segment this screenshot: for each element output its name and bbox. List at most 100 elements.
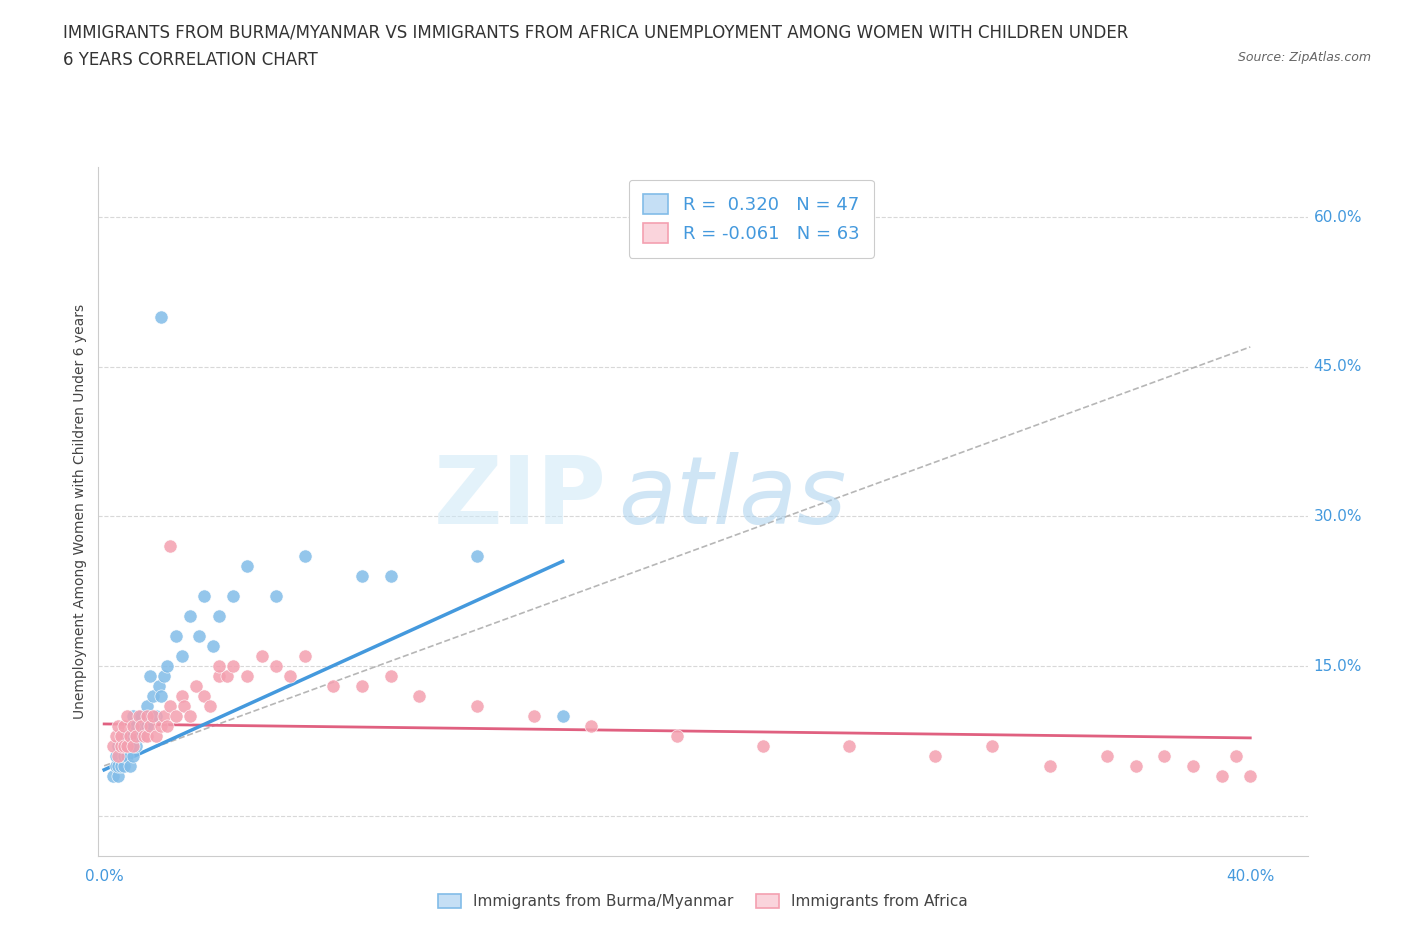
Point: [112, 738, 135, 753]
Point: [107, 749, 129, 764]
Point: [1095, 749, 1118, 764]
Point: [104, 728, 127, 743]
Point: [131, 719, 153, 734]
Point: [107, 738, 129, 753]
Text: 6 YEARS CORRELATION CHART: 6 YEARS CORRELATION CHART: [63, 51, 318, 69]
Point: [136, 709, 159, 724]
Text: 60.0%: 60.0%: [1313, 210, 1362, 225]
Point: [118, 758, 141, 773]
Point: [222, 658, 245, 673]
Point: [159, 539, 181, 554]
Text: atlas: atlas: [619, 452, 846, 543]
Point: [110, 738, 132, 753]
Point: [165, 709, 187, 724]
Point: [118, 728, 141, 743]
Point: [408, 688, 430, 703]
Point: [142, 688, 165, 703]
Point: [150, 719, 173, 734]
Point: [208, 609, 231, 624]
Point: [170, 688, 193, 703]
Point: [150, 310, 173, 325]
Y-axis label: Unemployment Among Women with Children Under 6 years: Unemployment Among Women with Children U…: [73, 304, 87, 719]
Point: [322, 679, 344, 694]
Text: ZIP: ZIP: [433, 452, 606, 544]
Point: [139, 719, 162, 734]
Point: [107, 719, 129, 734]
Point: [112, 758, 135, 773]
Point: [136, 728, 159, 743]
Point: [465, 698, 488, 713]
Point: [124, 728, 146, 743]
Point: [156, 719, 179, 734]
Point: [1239, 768, 1261, 783]
Point: [121, 719, 143, 734]
Point: [115, 738, 138, 753]
Point: [121, 749, 143, 764]
Text: 40.0%: 40.0%: [1226, 870, 1274, 884]
Point: [101, 738, 124, 753]
Point: [208, 658, 231, 673]
Point: [1211, 768, 1233, 783]
Point: [350, 679, 373, 694]
Point: [198, 698, 221, 713]
Point: [110, 738, 132, 753]
Point: [121, 738, 143, 753]
Point: [107, 768, 129, 783]
Point: [1153, 749, 1175, 764]
Point: [752, 738, 775, 753]
Point: [250, 649, 273, 664]
Point: [208, 669, 231, 684]
Point: [101, 768, 124, 783]
Point: [148, 679, 170, 694]
Point: [145, 728, 167, 743]
Point: [131, 709, 153, 724]
Point: [380, 669, 402, 684]
Point: [193, 589, 215, 604]
Point: [222, 589, 245, 604]
Point: [136, 698, 159, 713]
Point: [380, 569, 402, 584]
Point: [134, 728, 156, 743]
Point: [121, 709, 143, 724]
Point: [150, 688, 173, 703]
Point: [294, 549, 316, 564]
Point: [236, 559, 259, 574]
Point: [184, 679, 207, 694]
Text: Source: ZipAtlas.com: Source: ZipAtlas.com: [1237, 51, 1371, 64]
Point: [124, 738, 146, 753]
Point: [139, 669, 162, 684]
Point: [1181, 758, 1204, 773]
Point: [104, 749, 127, 764]
Point: [581, 719, 603, 734]
Point: [264, 658, 287, 673]
Point: [179, 609, 201, 624]
Point: [115, 749, 138, 764]
Point: [173, 698, 195, 713]
Point: [523, 709, 546, 724]
Text: 30.0%: 30.0%: [1313, 509, 1362, 524]
Point: [118, 738, 141, 753]
Point: [110, 758, 132, 773]
Point: [104, 758, 127, 773]
Point: [187, 629, 209, 644]
Point: [128, 728, 150, 743]
Point: [1039, 758, 1062, 773]
Point: [179, 709, 201, 724]
Point: [202, 639, 225, 654]
Point: [465, 549, 488, 564]
Point: [264, 589, 287, 604]
Point: [838, 738, 860, 753]
Point: [136, 719, 159, 734]
Point: [156, 658, 179, 673]
Point: [153, 669, 176, 684]
Point: [128, 709, 150, 724]
Point: [165, 629, 187, 644]
Text: 45.0%: 45.0%: [1313, 359, 1362, 375]
Point: [924, 749, 946, 764]
Point: [142, 709, 165, 724]
Point: [551, 709, 574, 724]
Point: [112, 749, 135, 764]
Text: IMMIGRANTS FROM BURMA/MYANMAR VS IMMIGRANTS FROM AFRICA UNEMPLOYMENT AMONG WOMEN: IMMIGRANTS FROM BURMA/MYANMAR VS IMMIGRA…: [63, 23, 1129, 41]
Point: [134, 719, 156, 734]
Point: [1125, 758, 1147, 773]
